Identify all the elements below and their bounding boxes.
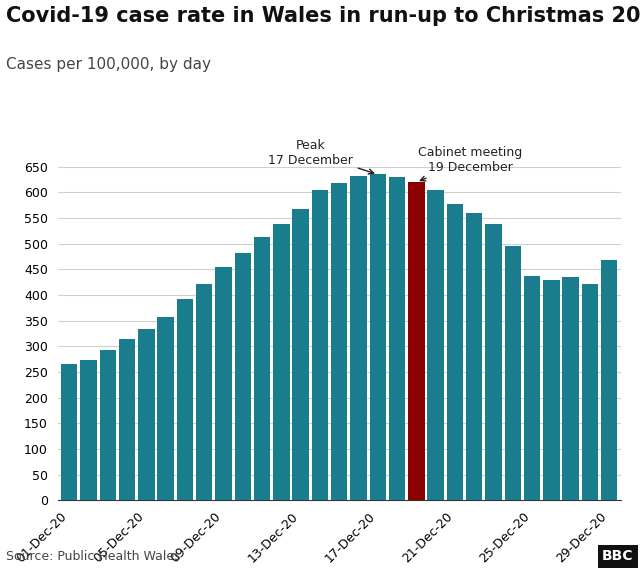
Text: Covid-19 case rate in Wales in run-up to Christmas 2020: Covid-19 case rate in Wales in run-up to… [6, 6, 640, 26]
Bar [119, 339, 135, 500]
Bar [157, 317, 174, 500]
Bar [504, 246, 521, 500]
Bar [408, 182, 424, 500]
Text: Peak
17 December: Peak 17 December [268, 139, 374, 174]
Bar [177, 299, 193, 500]
Bar [100, 350, 116, 500]
Bar [61, 365, 77, 500]
Bar [485, 224, 502, 500]
Bar [80, 360, 97, 500]
Bar [543, 279, 559, 500]
Bar [601, 260, 618, 500]
Bar [389, 177, 405, 500]
Text: Cabinet meeting
19 December: Cabinet meeting 19 December [418, 147, 522, 181]
Bar [292, 209, 309, 500]
Bar [196, 283, 212, 500]
Bar [254, 237, 270, 500]
Bar [138, 329, 154, 500]
Text: BBC: BBC [602, 550, 634, 564]
Bar [563, 277, 579, 500]
Bar [215, 267, 232, 500]
Bar [428, 190, 444, 500]
Bar [582, 283, 598, 500]
Bar [524, 275, 540, 500]
Bar [350, 176, 367, 500]
Bar [273, 224, 289, 500]
Bar [369, 174, 386, 500]
Bar [235, 253, 251, 500]
Bar [312, 190, 328, 500]
Bar [331, 183, 348, 500]
Text: Source: Public Health Wales: Source: Public Health Wales [6, 550, 181, 564]
Text: Cases per 100,000, by day: Cases per 100,000, by day [6, 58, 211, 72]
Bar [466, 213, 483, 500]
Bar [447, 204, 463, 500]
